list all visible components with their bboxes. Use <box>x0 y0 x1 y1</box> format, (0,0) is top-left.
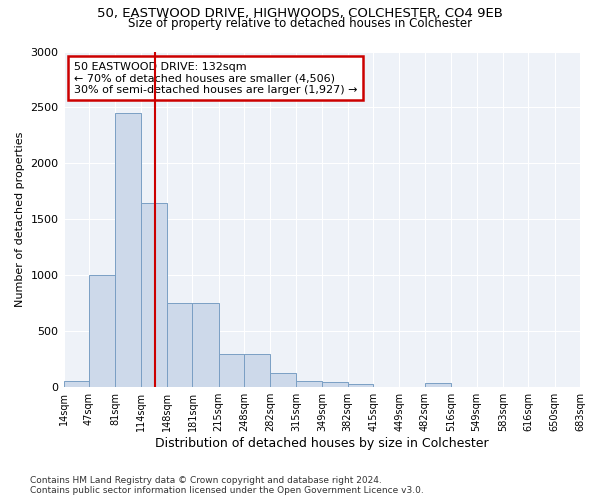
Bar <box>115 113 141 387</box>
Text: 50, EASTWOOD DRIVE, HIGHWOODS, COLCHESTER, CO4 9EB: 50, EASTWOOD DRIVE, HIGHWOODS, COLCHESTE… <box>97 8 503 20</box>
Bar <box>141 202 167 387</box>
Bar <box>322 382 347 387</box>
Text: Size of property relative to detached houses in Colchester: Size of property relative to detached ho… <box>128 18 472 30</box>
Text: Contains HM Land Registry data © Crown copyright and database right 2024.
Contai: Contains HM Land Registry data © Crown c… <box>30 476 424 495</box>
Bar <box>425 384 451 387</box>
Bar <box>219 354 244 387</box>
Bar <box>244 354 271 387</box>
Bar <box>89 276 115 387</box>
Text: 50 EASTWOOD DRIVE: 132sqm
← 70% of detached houses are smaller (4,506)
30% of se: 50 EASTWOOD DRIVE: 132sqm ← 70% of detac… <box>74 62 358 95</box>
Bar <box>271 372 296 387</box>
Bar <box>64 381 89 387</box>
Bar <box>296 381 322 387</box>
Bar <box>193 304 219 387</box>
Y-axis label: Number of detached properties: Number of detached properties <box>15 132 25 307</box>
Bar <box>347 384 373 387</box>
X-axis label: Distribution of detached houses by size in Colchester: Distribution of detached houses by size … <box>155 437 488 450</box>
Bar <box>167 304 193 387</box>
